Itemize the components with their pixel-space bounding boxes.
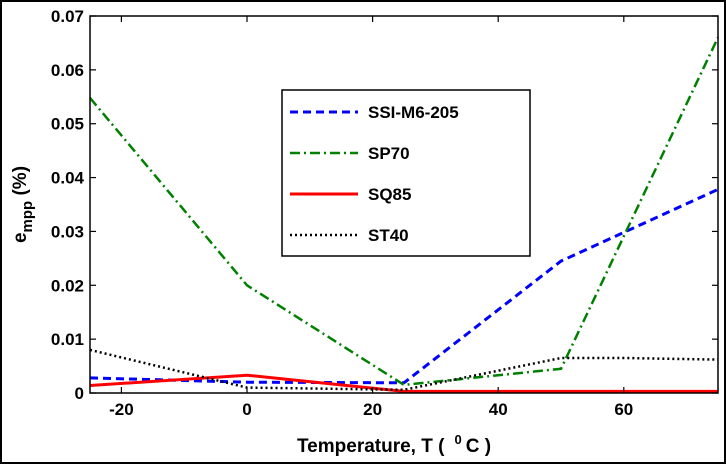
axes-box <box>89 15 719 394</box>
x-axis-title-main: Temperature, T ( <box>297 436 445 457</box>
series-layer <box>89 36 720 393</box>
series-line-sp70 <box>89 36 720 387</box>
y-axis-title-after: (%) <box>10 166 31 201</box>
y-tick-label: 0.07 <box>51 7 84 26</box>
y-tick-label: 0.04 <box>51 169 85 188</box>
y-tick-label: 0.03 <box>51 222 84 241</box>
axes: -20 0 20 40 60 0 0.01 0.02 0.03 0.04 0.05 0.06 0.07 <box>51 7 719 419</box>
x-axis-title-sup: 0 <box>454 432 461 447</box>
x-axis-title-after: C ) <box>466 436 491 457</box>
y-axis-title-main: e <box>10 232 31 243</box>
series-line-sq85 <box>89 373 718 393</box>
legend-label-sq85: SQ85 <box>368 185 411 204</box>
x-tick-label: 0 <box>242 400 251 419</box>
y-axis-title: empp (%) <box>10 166 36 243</box>
x-tick-label: 40 <box>489 400 508 419</box>
legend-box <box>281 89 531 257</box>
x-axis-title: Temperature, T ( 0 C ) <box>297 432 491 457</box>
y-tick-label: 0.05 <box>51 115 84 134</box>
x-tick-label: -20 <box>109 400 134 419</box>
y-tick-label: 0.06 <box>51 61 84 80</box>
y-tick-label: 0.02 <box>51 276 84 295</box>
y-tick-label: 0.01 <box>51 330 84 349</box>
legend-label-ssi-m6-205: SSI-M6-205 <box>368 103 459 122</box>
axis-titles: Temperature, T ( 0 C ) empp (%) <box>10 166 491 457</box>
legend-label-sp70: SP70 <box>368 144 410 163</box>
legend-label-st40: ST40 <box>368 226 409 245</box>
series-line-ssi-m6-205 <box>89 188 719 385</box>
y-axis-title-sub: mpp <box>19 201 36 233</box>
x-tick-label: 20 <box>363 400 382 419</box>
legend: SSI-M6-205 SP70 SQ85 ST40 <box>281 89 531 257</box>
x-tick-label: 60 <box>614 400 633 419</box>
y-tick-label: 0 <box>75 384 84 403</box>
